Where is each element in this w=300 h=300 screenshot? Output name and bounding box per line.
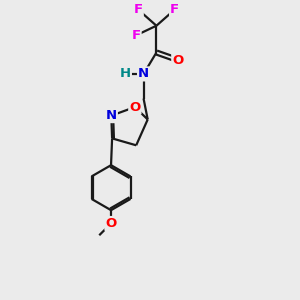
- Text: O: O: [129, 100, 140, 114]
- Text: H: H: [120, 68, 131, 80]
- Text: F: F: [170, 3, 179, 16]
- Text: F: F: [134, 3, 143, 16]
- Text: O: O: [172, 53, 184, 67]
- Text: N: N: [138, 68, 149, 80]
- Text: F: F: [131, 29, 141, 42]
- Text: N: N: [106, 109, 117, 122]
- Text: O: O: [105, 217, 117, 230]
